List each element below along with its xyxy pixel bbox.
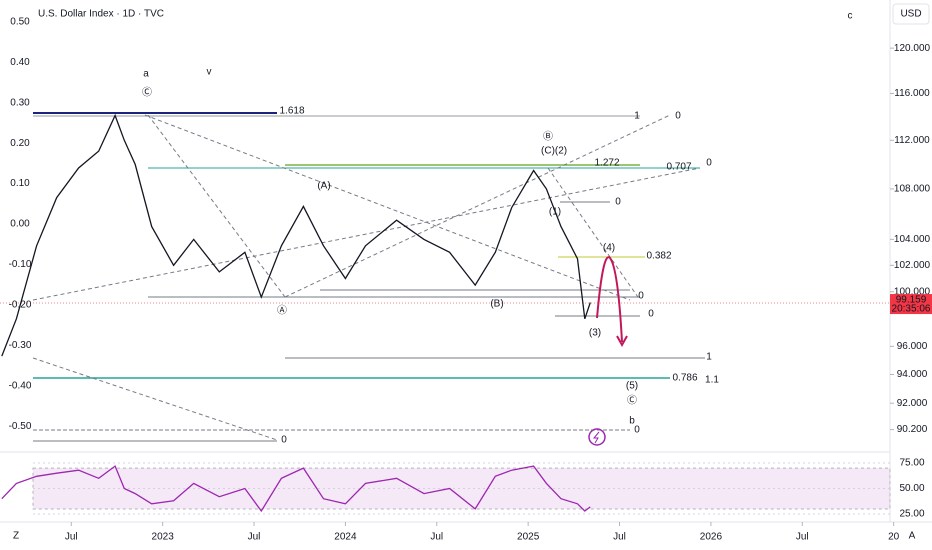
wave-label: Ⓒ: [142, 87, 152, 99]
y-tick-label: 100.000: [894, 286, 931, 297]
x-tick-label: Jul: [613, 532, 626, 543]
currency-button[interactable]: [892, 3, 930, 25]
wave-label: 0: [615, 197, 621, 208]
wave-label: (2): [555, 146, 567, 157]
rsi-band: [32, 467, 891, 510]
wave-label: (4): [603, 243, 615, 254]
wave-label: 0: [638, 291, 644, 302]
price-line: [1, 113, 591, 357]
wave-label: (1): [549, 207, 561, 218]
x-tick-label: 2024: [334, 532, 357, 543]
wave-label: Ⓐ: [277, 305, 287, 317]
wave-label: 0.382: [646, 251, 671, 262]
trend-line: [144, 114, 631, 301]
trend-line: [547, 167, 641, 301]
wave-label: 1.618: [279, 106, 304, 117]
wave-label: (5): [626, 381, 638, 392]
y2-tick-label: 0.30: [10, 97, 30, 108]
x-tick-label: 2023: [152, 532, 175, 543]
x-tick-label: 20: [888, 532, 900, 543]
alert-bolt: [592, 431, 600, 444]
wave-label: 0: [648, 309, 654, 320]
y-tick-label: 104.000: [894, 234, 931, 245]
x-tick-label: Jul: [796, 532, 809, 543]
y2-tick-label: 0.40: [10, 57, 30, 68]
y2-tick-label: -0.20: [9, 299, 32, 310]
y-tick-label: 120.000: [894, 43, 931, 54]
last-price-label: 99.159: [896, 295, 927, 306]
last-price-box: [890, 294, 932, 315]
wave-label: a: [143, 69, 149, 80]
y-tick-label: 92.000: [897, 398, 928, 409]
corner-label: A: [909, 531, 916, 542]
trend-line: [147, 114, 286, 298]
x-tick-label: Jul: [65, 532, 78, 543]
wave-label: 1: [634, 111, 640, 122]
drawings: [0, 112, 890, 446]
wave-label: 0.707: [666, 162, 691, 173]
rsi-tick-label: 25.00: [899, 509, 924, 520]
y2-tick-label: 0.10: [10, 178, 30, 189]
corner-label: Z: [13, 531, 19, 542]
wave-label: b: [629, 416, 635, 427]
trend-line: [32, 357, 278, 441]
y2-tick-label: -0.40: [9, 380, 32, 391]
countdown-label: 20:35:06: [892, 304, 931, 315]
wave-label: 0: [675, 111, 681, 122]
wave-label: 1.1: [705, 375, 719, 386]
chart-title: U.S. Dollar Index · 1D · TVC: [38, 9, 164, 20]
currency-label: USD: [900, 9, 921, 20]
forecast-arrow: [596, 256, 623, 343]
y2-tick-label: -0.30: [9, 340, 32, 351]
y-tick-label: 96.000: [897, 341, 928, 352]
y2-tick-label: -0.50: [9, 421, 32, 432]
price-line: [1, 465, 591, 513]
rsi-tick-label: 50.00: [899, 483, 924, 494]
wave-label: c: [848, 11, 853, 22]
x-tick-label: 2026: [700, 532, 723, 543]
wave-label: 1.272: [594, 158, 619, 169]
wave-label: 0: [634, 425, 640, 436]
alert-icon[interactable]: [588, 428, 606, 446]
wave-label: 1: [706, 352, 712, 363]
trend-line: [32, 167, 701, 301]
wave-label: 0: [706, 158, 712, 169]
wave-label: (3): [589, 328, 601, 339]
wave-label: Ⓑ: [543, 131, 553, 143]
wave-label: (A): [317, 181, 330, 192]
y-tick-label: 90.200: [897, 424, 928, 435]
y2-tick-label: -0.10: [9, 259, 32, 270]
trend-line: [284, 114, 671, 298]
wave-label: 0: [281, 435, 287, 446]
y-tick-label: 102.000: [894, 260, 931, 271]
wave-label: 0.786: [672, 373, 697, 384]
x-tick-label: Jul: [248, 532, 261, 543]
wave-label: (B): [490, 299, 503, 310]
y-tick-label: 112.000: [894, 135, 930, 146]
y-tick-label: 108.000: [894, 184, 931, 195]
y2-tick-label: 0.00: [10, 219, 30, 230]
y-tick-label: 94.000: [897, 369, 928, 380]
x-tick-label: 2025: [517, 532, 540, 543]
wave-label: Ⓒ: [627, 395, 637, 407]
arrow-head: [616, 335, 628, 348]
wave-label: (C): [541, 146, 555, 157]
x-tick-label: Jul: [430, 532, 443, 543]
y2-tick-label: 0.20: [10, 138, 30, 149]
y2-tick-label: 0.50: [10, 16, 30, 27]
y-tick-label: 116.000: [894, 88, 930, 99]
rsi-tick-label: 75.00: [899, 458, 924, 469]
wave-label: v: [207, 67, 212, 78]
